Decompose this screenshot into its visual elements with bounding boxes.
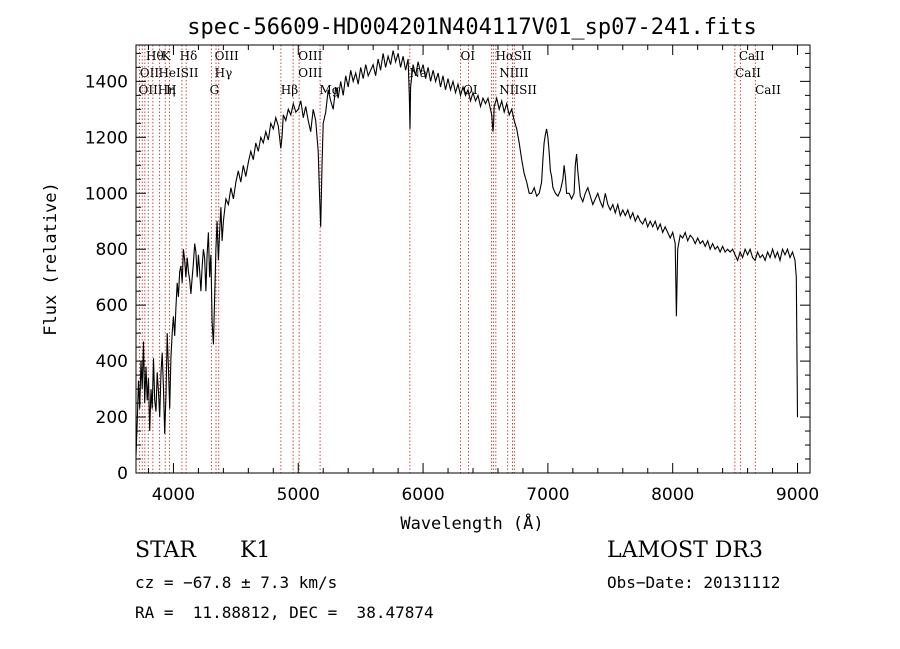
- line-label-0-3: OIII: [215, 49, 239, 63]
- line-label-0-7: CaII: [739, 49, 765, 63]
- x-tick-label: 9000: [776, 485, 819, 505]
- chart-title: spec-56609-HD004201N404117V01_sp07-241.f…: [187, 15, 757, 40]
- subclass: K1: [240, 538, 271, 563]
- y-tick-label: 1400: [85, 72, 128, 92]
- line-label-1-0: OII: [140, 66, 160, 80]
- y-tick-label: 400: [96, 352, 128, 372]
- x-tick-label: 4000: [152, 485, 195, 505]
- plot-frame: [135, 44, 811, 474]
- coordinates: RA = 11.88812, DEC = 38.47874: [135, 603, 434, 622]
- line-label-0-0: Hθ: [146, 49, 164, 63]
- y-tick-label: 600: [96, 296, 128, 316]
- line-label-2-0: OIIHη: [138, 83, 175, 97]
- y-tick-label: 800: [96, 240, 128, 260]
- line-label-0-4: OIII: [298, 49, 322, 63]
- x-tick-label: 8000: [651, 485, 694, 505]
- spectral-line-markers: [138, 45, 756, 473]
- spectrum-series-line: [135, 50, 799, 457]
- line-label-0-5: OI: [461, 49, 476, 63]
- line-label-1-1: HeISII: [158, 66, 198, 80]
- obs-date: Obs−Date: 20131112: [607, 573, 781, 592]
- survey-name: LAMOST DR3: [607, 538, 763, 563]
- line-label-1-5: NIIII: [499, 66, 529, 80]
- y-axis: 0 200 400 600 800 1000 1200 1400: [85, 52, 810, 484]
- line-label-2-3: Hβ: [281, 83, 298, 97]
- x-axis-label: Wavelength (Å): [400, 512, 543, 534]
- spectral-line-labels: HθK Hδ OIII OIII OI HαSII CaII OII HeISII Hγ OIII N…: [138, 49, 781, 97]
- y-tick-label: 0: [117, 464, 128, 484]
- line-label-1-6: CaII: [735, 66, 761, 80]
- x-tick-label: 7000: [526, 485, 569, 505]
- y-tick-label: 1000: [85, 184, 128, 204]
- line-label-0-1: K: [162, 49, 172, 63]
- line-label-0-2: Hδ: [180, 49, 198, 63]
- line-label-1-2: Hγ: [215, 66, 233, 80]
- line-label-2-6: NIISII: [499, 83, 537, 97]
- line-label-2-1: H: [166, 83, 176, 97]
- object-type: STAR: [135, 538, 196, 563]
- y-axis-label: Flux (relative): [41, 182, 61, 336]
- line-label-2-2: G: [210, 83, 220, 97]
- x-axis: 4000 5000 6000 7000 8000 9000: [147, 45, 819, 505]
- line-label-0-6: HαSII: [495, 49, 532, 63]
- line-label-1-3: OIII: [298, 66, 322, 80]
- y-tick-label: 1200: [85, 128, 128, 148]
- x-tick-label: 5000: [277, 485, 320, 505]
- velocity-readout: cz = −67.8 ± 7.3 km/s: [135, 573, 338, 592]
- y-tick-label: 200: [96, 408, 128, 428]
- x-tick-label: 6000: [401, 485, 444, 505]
- line-label-2-7: CaII: [755, 83, 781, 97]
